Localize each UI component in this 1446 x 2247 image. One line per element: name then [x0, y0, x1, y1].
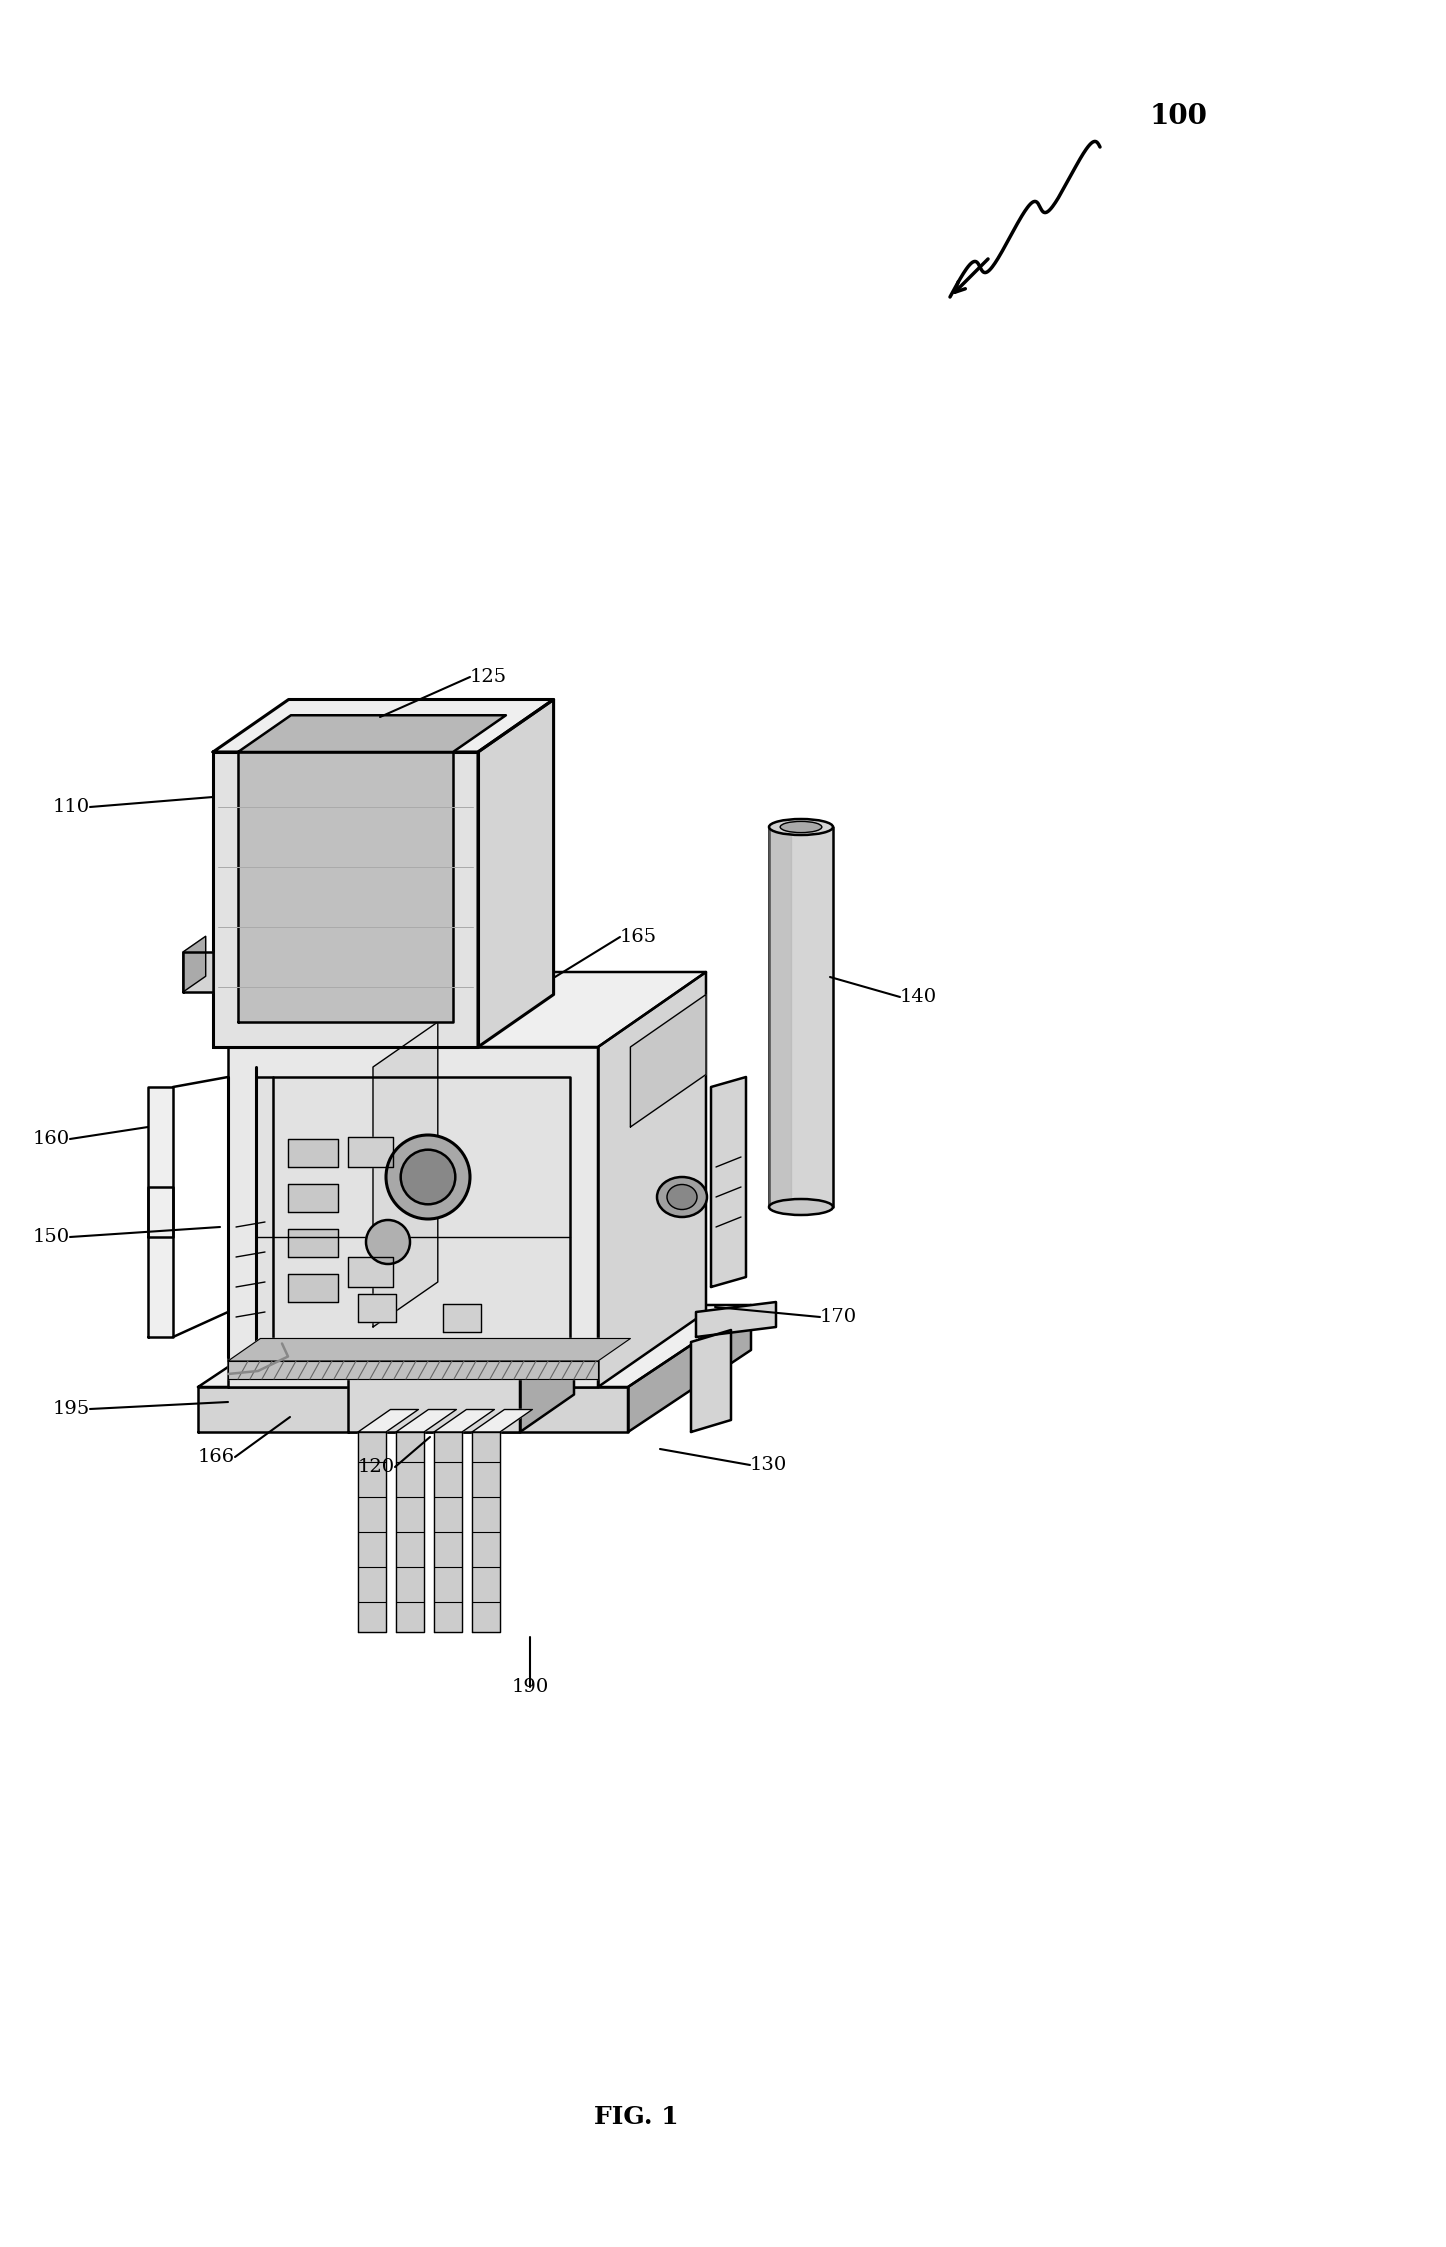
Polygon shape [696, 1301, 777, 1337]
Polygon shape [396, 1409, 457, 1431]
Text: 150: 150 [33, 1229, 69, 1247]
Text: 110: 110 [54, 798, 90, 816]
Polygon shape [256, 1076, 570, 1357]
Polygon shape [434, 1431, 463, 1631]
Polygon shape [239, 715, 506, 753]
Text: FIG. 1: FIG. 1 [594, 2105, 678, 2128]
Polygon shape [471, 1409, 532, 1431]
Text: 130: 130 [750, 1456, 787, 1474]
Polygon shape [348, 1339, 574, 1377]
Polygon shape [396, 1431, 424, 1631]
Polygon shape [348, 1137, 393, 1166]
Polygon shape [434, 1409, 495, 1431]
Text: 166: 166 [198, 1447, 236, 1465]
Text: 120: 120 [357, 1458, 395, 1476]
Polygon shape [288, 1184, 338, 1211]
Polygon shape [288, 1139, 338, 1166]
Ellipse shape [769, 818, 833, 836]
Polygon shape [769, 827, 833, 1207]
Polygon shape [213, 699, 554, 753]
Polygon shape [769, 827, 791, 1207]
Text: 165: 165 [620, 928, 656, 946]
Polygon shape [359, 1409, 418, 1431]
Text: 160: 160 [33, 1130, 69, 1148]
Polygon shape [213, 753, 479, 1047]
Polygon shape [442, 1303, 482, 1332]
Ellipse shape [656, 1177, 707, 1218]
Polygon shape [288, 1229, 338, 1256]
Circle shape [401, 1150, 455, 1204]
Polygon shape [711, 1076, 746, 1288]
Ellipse shape [769, 1200, 833, 1216]
Polygon shape [348, 1256, 393, 1288]
Text: 140: 140 [899, 989, 937, 1007]
Ellipse shape [781, 822, 821, 834]
Polygon shape [228, 973, 706, 1047]
Polygon shape [359, 1294, 396, 1321]
Polygon shape [239, 753, 453, 1022]
Text: 100: 100 [1150, 103, 1207, 130]
Polygon shape [198, 1306, 750, 1386]
Text: 125: 125 [470, 667, 508, 685]
Text: 170: 170 [820, 1308, 857, 1326]
Polygon shape [228, 1339, 630, 1362]
Polygon shape [599, 973, 706, 1386]
Polygon shape [521, 1339, 574, 1431]
Polygon shape [228, 1362, 599, 1380]
Text: 195: 195 [52, 1400, 90, 1418]
Circle shape [366, 1220, 411, 1265]
Polygon shape [691, 1330, 732, 1431]
Polygon shape [184, 953, 213, 991]
Polygon shape [479, 699, 554, 1047]
Polygon shape [628, 1306, 750, 1431]
Polygon shape [630, 995, 706, 1128]
Polygon shape [198, 1386, 628, 1431]
Text: 190: 190 [512, 1679, 548, 1696]
Polygon shape [147, 1186, 174, 1238]
Circle shape [386, 1135, 470, 1220]
Polygon shape [228, 1047, 599, 1386]
Ellipse shape [667, 1184, 697, 1209]
Polygon shape [373, 1022, 438, 1328]
Polygon shape [184, 937, 205, 991]
Polygon shape [359, 1431, 386, 1631]
Polygon shape [348, 1377, 521, 1431]
Polygon shape [471, 1431, 500, 1631]
Polygon shape [288, 1274, 338, 1301]
Polygon shape [147, 1088, 174, 1337]
